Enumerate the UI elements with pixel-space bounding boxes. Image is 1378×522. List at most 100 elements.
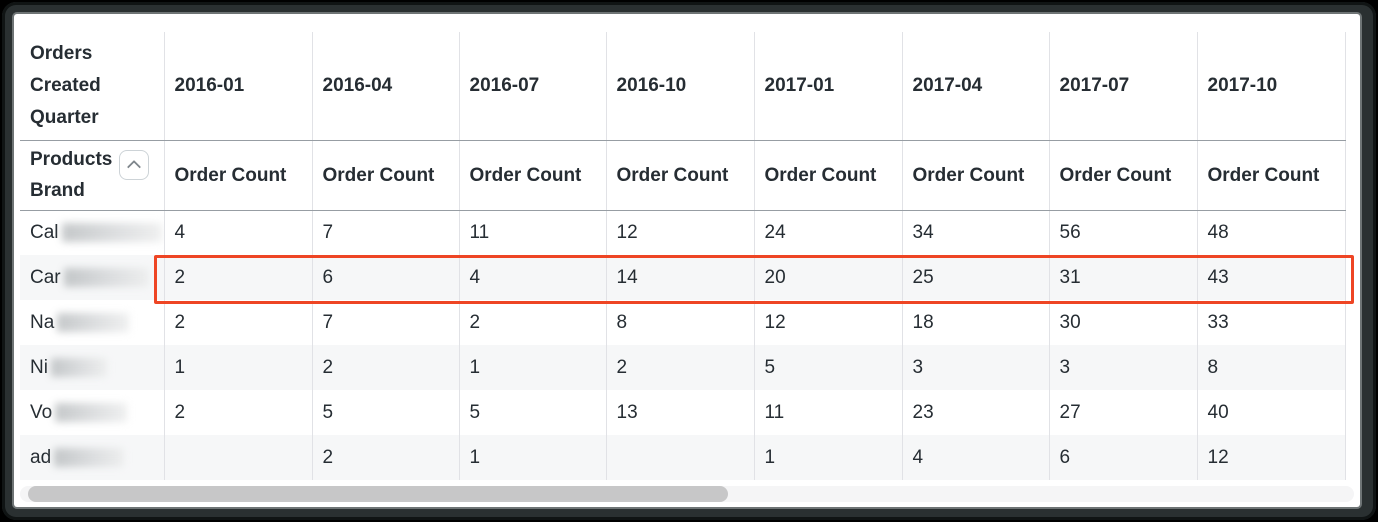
row-label: ad [20,435,164,480]
cell-value: 3 [1048,345,1197,390]
cell-value: 56 [1048,210,1197,255]
table-row: Na 2 7 2 8 12 18 30 33 [20,300,1346,345]
cell-value: 3 [901,345,1049,390]
cell-value: 2 [458,300,606,345]
redacted-text [63,267,149,287]
row-dimension-label: Products Brand [30,149,113,201]
row-label-prefix: Ni [30,356,48,378]
cell-value: 5 [311,390,459,435]
cell-value: 4 [458,255,606,300]
table-row: Car 2 6 4 14 20 25 31 43 [20,255,1346,300]
cell-value [605,435,754,480]
column-header-2016-10[interactable]: 2016-10 [605,32,754,141]
cell-value: 18 [901,300,1049,345]
measure-header[interactable]: Order Count [458,140,606,211]
redacted-text [54,447,125,467]
row-dimension-header: Products Brand [20,140,164,211]
page-background: Orders Created Quarter 2016-01 2016-04 201… [14,14,1360,507]
cell-value: 11 [753,390,902,435]
measure-header-row: Products Brand Order Count Order Count Ord… [20,140,1346,211]
row-label-prefix: Cal [30,221,59,243]
cell-value: 40 [1196,390,1346,435]
measure-header[interactable]: Order Count [753,140,902,211]
cell-value: 2 [311,435,459,480]
measure-header[interactable]: Order Count [311,140,459,211]
cell-value: 4 [901,435,1049,480]
cell-value: 33 [1196,300,1346,345]
redacted-text [50,357,107,377]
cell-value: 2 [163,390,312,435]
cell-value: 2 [605,345,754,390]
cell-value: 5 [458,390,606,435]
cell-value: 7 [311,300,459,345]
measure-header[interactable]: Order Count [901,140,1049,211]
cell-value: 2 [311,345,459,390]
cell-value: 1 [458,435,606,480]
cell-value: 11 [458,210,606,255]
cell-value: 27 [1048,390,1197,435]
measure-header[interactable]: Order Count [163,140,312,211]
row-label: Cal [20,210,164,255]
pivot-table-container: Orders Created Quarter 2016-01 2016-04 201… [20,32,1346,480]
cell-value: 2 [163,255,312,300]
row-label-prefix: Car [30,266,61,288]
table-row: Vo 2 5 5 13 11 23 27 40 [20,390,1346,435]
column-header-2016-04[interactable]: 2016-04 [311,32,459,141]
cell-value: 14 [605,255,754,300]
cell-value: 31 [1048,255,1197,300]
horizontal-scrollbar-thumb[interactable] [28,486,728,502]
cell-value: 1 [163,345,312,390]
cell-value: 4 [163,210,312,255]
cell-value: 43 [1196,255,1346,300]
column-header-2017-10[interactable]: 2017-10 [1196,32,1346,141]
row-label-prefix: Na [30,311,55,333]
table-row: Cal 4 7 11 12 24 34 56 48 [20,210,1346,255]
cell-value: 34 [901,210,1049,255]
measure-header[interactable]: Order Count [1048,140,1197,211]
column-header-2017-01[interactable]: 2017-01 [753,32,902,141]
cell-value [163,435,312,480]
cell-value: 30 [1048,300,1197,345]
table-row: Ni 1 2 1 2 5 3 3 8 [20,345,1346,390]
cell-value: 6 [311,255,459,300]
quarter-header-row: Orders Created Quarter 2016-01 2016-04 201… [20,32,1346,141]
table-row: ad 2 1 1 4 6 12 [20,435,1346,480]
cell-value: 7 [311,210,459,255]
cell-value: 12 [1196,435,1346,480]
cell-value: 5 [753,345,902,390]
cell-value: 6 [1048,435,1197,480]
cell-value: 8 [1196,345,1346,390]
row-label: Na [20,300,164,345]
cell-value: 23 [901,390,1049,435]
chevron-up-icon [126,159,142,174]
redacted-text [55,402,128,422]
row-label-prefix: ad [30,446,52,468]
row-label-prefix: Vo [30,401,53,423]
row-label: Car [20,255,164,300]
redacted-text [57,312,130,332]
column-header-2016-07[interactable]: 2016-07 [458,32,606,141]
corner-header: Orders Created Quarter [20,32,164,141]
collapse-pivot-button[interactable] [119,149,149,180]
cell-value: 1 [753,435,902,480]
column-header-2017-04[interactable]: 2017-04 [901,32,1049,141]
column-header-2017-07[interactable]: 2017-07 [1048,32,1197,141]
row-label: Ni [20,345,164,390]
horizontal-scrollbar-track[interactable] [20,486,1354,502]
cell-value: 24 [753,210,902,255]
cell-value: 1 [458,345,606,390]
cell-value: 2 [163,300,312,345]
cell-value: 13 [605,390,754,435]
column-header-2016-01[interactable]: 2016-01 [163,32,312,141]
redacted-text [61,222,162,242]
measure-header[interactable]: Order Count [1196,140,1346,211]
row-label: Vo [20,390,164,435]
measure-header[interactable]: Order Count [605,140,754,211]
cell-value: 12 [605,210,754,255]
cell-value: 25 [901,255,1049,300]
cell-value: 48 [1196,210,1346,255]
cell-value: 12 [753,300,902,345]
cell-value: 8 [605,300,754,345]
